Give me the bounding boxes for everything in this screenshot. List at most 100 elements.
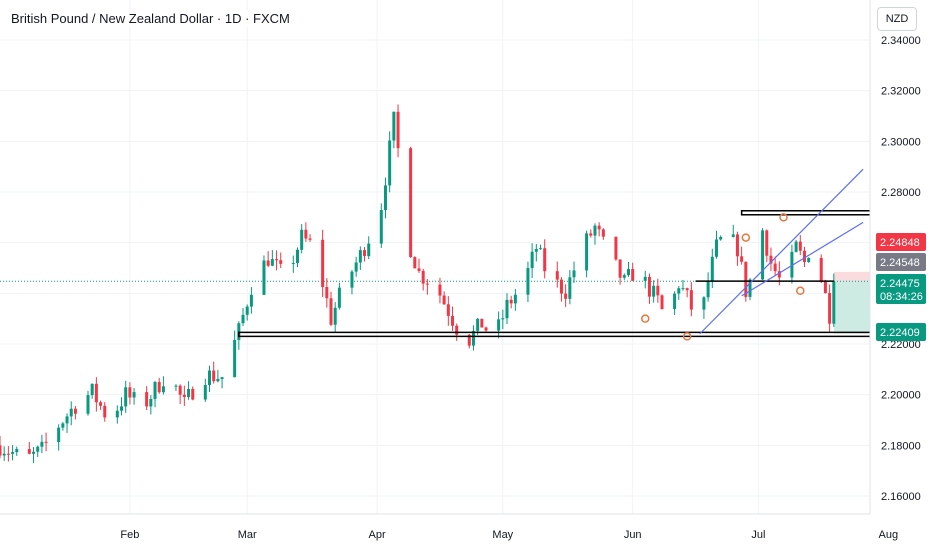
candle-body bbox=[513, 294, 517, 304]
candle-body bbox=[714, 239, 718, 257]
candle-body bbox=[388, 140, 392, 186]
candle-body bbox=[446, 304, 450, 316]
price-badge: 2.22409 bbox=[876, 323, 926, 341]
candle-body bbox=[656, 285, 660, 296]
candle-body bbox=[559, 279, 563, 294]
candle-body bbox=[681, 288, 685, 290]
pattern-marker bbox=[741, 233, 751, 242]
candle-body bbox=[103, 405, 107, 418]
candle-body bbox=[731, 234, 735, 237]
x-tick-label: Jun bbox=[624, 529, 642, 541]
x-tick-label: Apr bbox=[369, 529, 386, 541]
channel-trendline[interactable] bbox=[699, 168, 864, 335]
candle-body bbox=[807, 257, 811, 263]
channel-trendline[interactable] bbox=[741, 221, 864, 297]
candle-body bbox=[564, 293, 568, 299]
candle-body bbox=[618, 259, 622, 278]
candle-body bbox=[27, 449, 31, 454]
candle-body bbox=[505, 299, 509, 319]
candle-body bbox=[94, 383, 98, 403]
candle-body bbox=[132, 392, 136, 398]
currency-button[interactable]: NZD bbox=[877, 7, 917, 31]
candle-body bbox=[191, 388, 195, 400]
time-axis-bg bbox=[0, 514, 932, 550]
candle-body bbox=[73, 408, 77, 414]
y-tick-label: 2.20000 bbox=[881, 390, 921, 402]
support-resistance-level[interactable] bbox=[238, 331, 932, 338]
y-tick-label: 2.34000 bbox=[881, 35, 921, 47]
candle-body bbox=[744, 261, 748, 297]
y-tick-label: 2.28000 bbox=[881, 187, 921, 199]
candle-body bbox=[350, 271, 354, 288]
candle-body bbox=[702, 297, 706, 310]
candle-body bbox=[798, 241, 802, 251]
support-resistance-level[interactable] bbox=[740, 210, 877, 216]
candle-body bbox=[572, 270, 576, 278]
candle-body bbox=[249, 294, 253, 307]
candle-body bbox=[203, 385, 207, 400]
candle-body bbox=[270, 259, 274, 266]
time-axis[interactable]: FebMarAprMayJunJulAugSepOctNov bbox=[120, 529, 932, 541]
candle-body bbox=[828, 293, 832, 324]
y-tick-label: 2.22000 bbox=[881, 339, 921, 351]
markers bbox=[641, 213, 805, 341]
pattern-marker bbox=[779, 213, 788, 222]
candle-body bbox=[601, 229, 605, 237]
candle-body bbox=[451, 315, 455, 326]
y-tick-label: 2.30000 bbox=[881, 136, 921, 148]
candle-body bbox=[325, 287, 329, 299]
candle-body bbox=[501, 318, 505, 320]
candle-body bbox=[677, 288, 681, 294]
candle-body bbox=[631, 269, 635, 281]
candle-body bbox=[354, 262, 358, 272]
candle-body bbox=[145, 392, 149, 407]
candle-body bbox=[69, 408, 73, 417]
candle-body bbox=[534, 248, 538, 252]
candle-body bbox=[245, 306, 249, 315]
candle-body bbox=[735, 234, 739, 257]
candle-body bbox=[161, 386, 165, 393]
candle-body bbox=[497, 319, 501, 331]
candle-body bbox=[44, 441, 48, 443]
candle-body bbox=[304, 229, 308, 239]
candle-body bbox=[413, 257, 417, 269]
price-badge-label: 2.24848 bbox=[880, 237, 920, 249]
price-badge: 2.24548 bbox=[876, 253, 926, 271]
candle-body bbox=[748, 279, 752, 297]
pattern-marker bbox=[682, 332, 692, 341]
grid bbox=[0, 0, 889, 514]
candle-body bbox=[333, 307, 337, 325]
candle-body bbox=[115, 410, 119, 418]
candle-body bbox=[790, 251, 794, 278]
x-tick-label: May bbox=[492, 529, 513, 541]
candle-body bbox=[337, 287, 341, 308]
chart-title: British Pound / New Zealand Dollar · 1D … bbox=[8, 10, 293, 27]
candle-body bbox=[438, 284, 442, 296]
candle-body bbox=[174, 385, 178, 387]
candle-body bbox=[233, 339, 237, 378]
candle-body bbox=[526, 268, 530, 295]
candle-body bbox=[383, 185, 387, 211]
candle-body bbox=[597, 225, 601, 230]
candle-body bbox=[15, 449, 19, 453]
candle-body bbox=[555, 271, 559, 280]
candle-body bbox=[765, 230, 769, 256]
candle-body bbox=[6, 453, 10, 455]
candle-body bbox=[187, 388, 191, 398]
candle-body bbox=[660, 295, 664, 310]
candle-body bbox=[761, 230, 765, 280]
candle-body bbox=[208, 370, 211, 386]
candle-body bbox=[0, 445, 2, 456]
candle-body bbox=[40, 441, 44, 447]
candle-body bbox=[90, 383, 94, 396]
candle-body bbox=[157, 381, 161, 393]
candle-body bbox=[178, 385, 182, 395]
candle-body bbox=[467, 334, 471, 346]
candle-body bbox=[11, 452, 15, 454]
candle-body bbox=[710, 256, 714, 281]
candle-body bbox=[480, 318, 484, 328]
candle-body bbox=[266, 260, 270, 266]
